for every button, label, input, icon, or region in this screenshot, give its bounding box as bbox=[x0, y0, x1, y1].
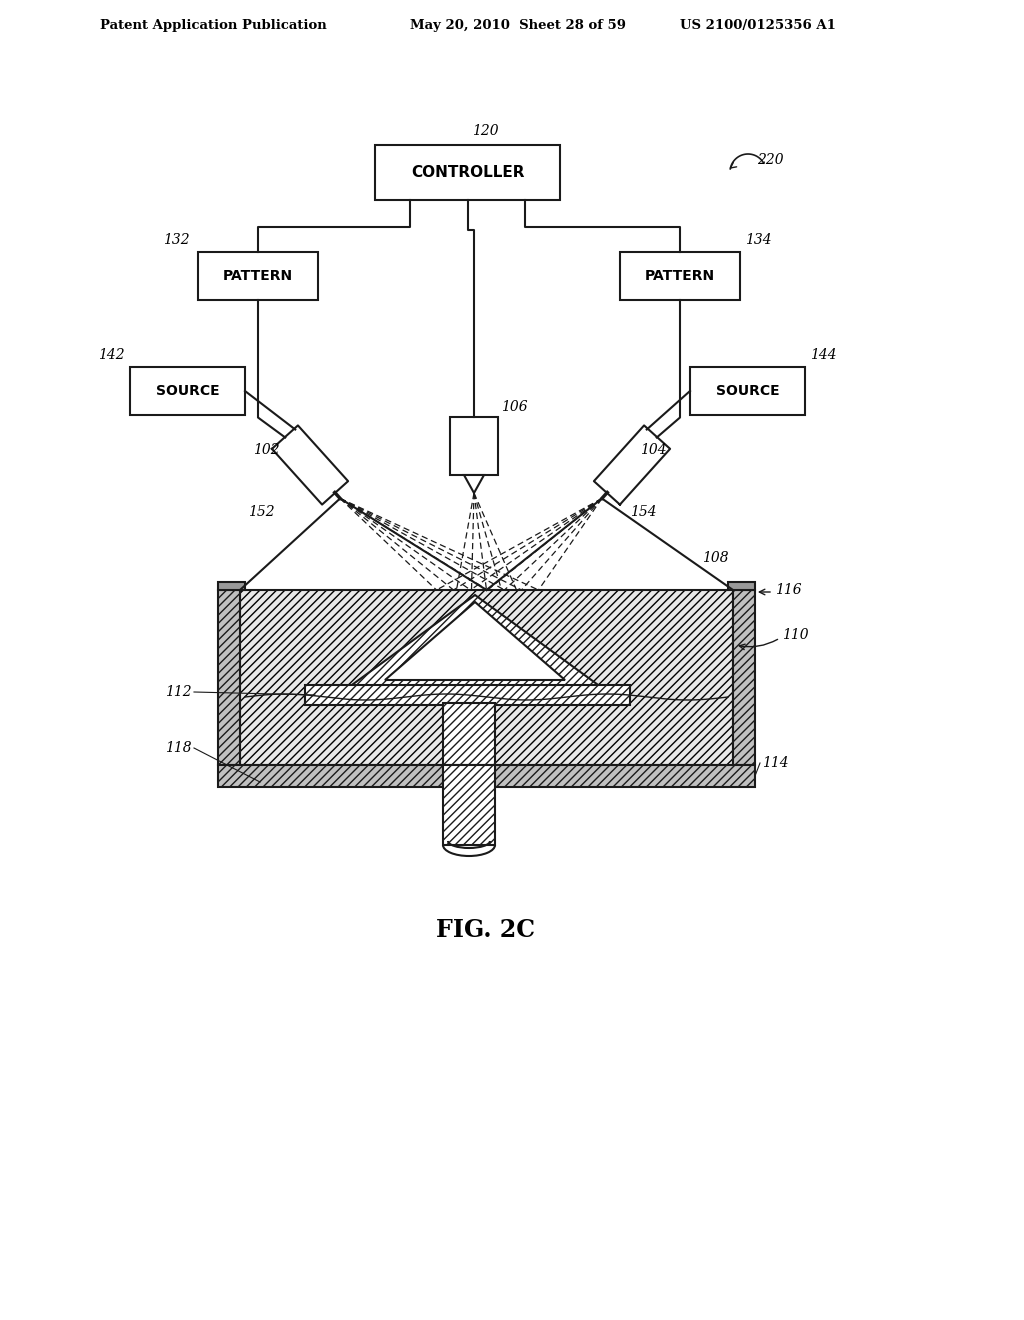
Text: 142: 142 bbox=[98, 348, 125, 362]
Text: 134: 134 bbox=[745, 234, 772, 247]
Text: FIG. 2C: FIG. 2C bbox=[436, 917, 536, 942]
Text: CONTROLLER: CONTROLLER bbox=[411, 165, 524, 180]
Text: 118: 118 bbox=[165, 741, 193, 755]
Text: 154: 154 bbox=[630, 506, 656, 519]
Bar bbox=[443, 766, 495, 845]
Bar bbox=[218, 766, 755, 787]
Text: PATTERN: PATTERN bbox=[223, 269, 293, 282]
Bar bbox=[733, 590, 755, 766]
Text: 116: 116 bbox=[775, 583, 802, 597]
Text: 106: 106 bbox=[501, 400, 527, 414]
Text: 110: 110 bbox=[782, 628, 809, 642]
Bar bbox=[443, 704, 495, 766]
Bar bbox=[218, 590, 240, 766]
Text: US 2100/0125356 A1: US 2100/0125356 A1 bbox=[680, 18, 836, 32]
Text: 102: 102 bbox=[253, 444, 280, 457]
Text: 132: 132 bbox=[164, 234, 190, 247]
Polygon shape bbox=[385, 602, 565, 680]
Text: 144: 144 bbox=[810, 348, 837, 362]
Text: SOURCE: SOURCE bbox=[156, 384, 219, 399]
Text: 108: 108 bbox=[702, 550, 729, 565]
Text: 220: 220 bbox=[757, 153, 783, 168]
Polygon shape bbox=[345, 595, 605, 690]
Bar bbox=[305, 685, 630, 705]
Text: May 20, 2010  Sheet 28 of 59: May 20, 2010 Sheet 28 of 59 bbox=[410, 18, 626, 32]
Bar bbox=[218, 582, 245, 590]
Bar bbox=[240, 590, 733, 766]
Bar bbox=[620, 252, 740, 300]
Text: 152: 152 bbox=[249, 506, 275, 519]
Bar bbox=[130, 367, 245, 414]
Bar bbox=[450, 417, 498, 475]
Polygon shape bbox=[464, 475, 484, 492]
Text: SOURCE: SOURCE bbox=[716, 384, 779, 399]
Bar bbox=[240, 590, 733, 766]
Bar bbox=[375, 145, 560, 201]
Bar bbox=[690, 367, 805, 414]
Text: 112: 112 bbox=[165, 685, 193, 700]
Text: 114: 114 bbox=[762, 756, 788, 770]
Bar bbox=[728, 582, 755, 590]
Text: PATTERN: PATTERN bbox=[645, 269, 715, 282]
Text: Patent Application Publication: Patent Application Publication bbox=[100, 18, 327, 32]
Text: 104: 104 bbox=[640, 444, 667, 457]
Bar bbox=[198, 252, 318, 300]
Text: 120: 120 bbox=[472, 124, 499, 139]
